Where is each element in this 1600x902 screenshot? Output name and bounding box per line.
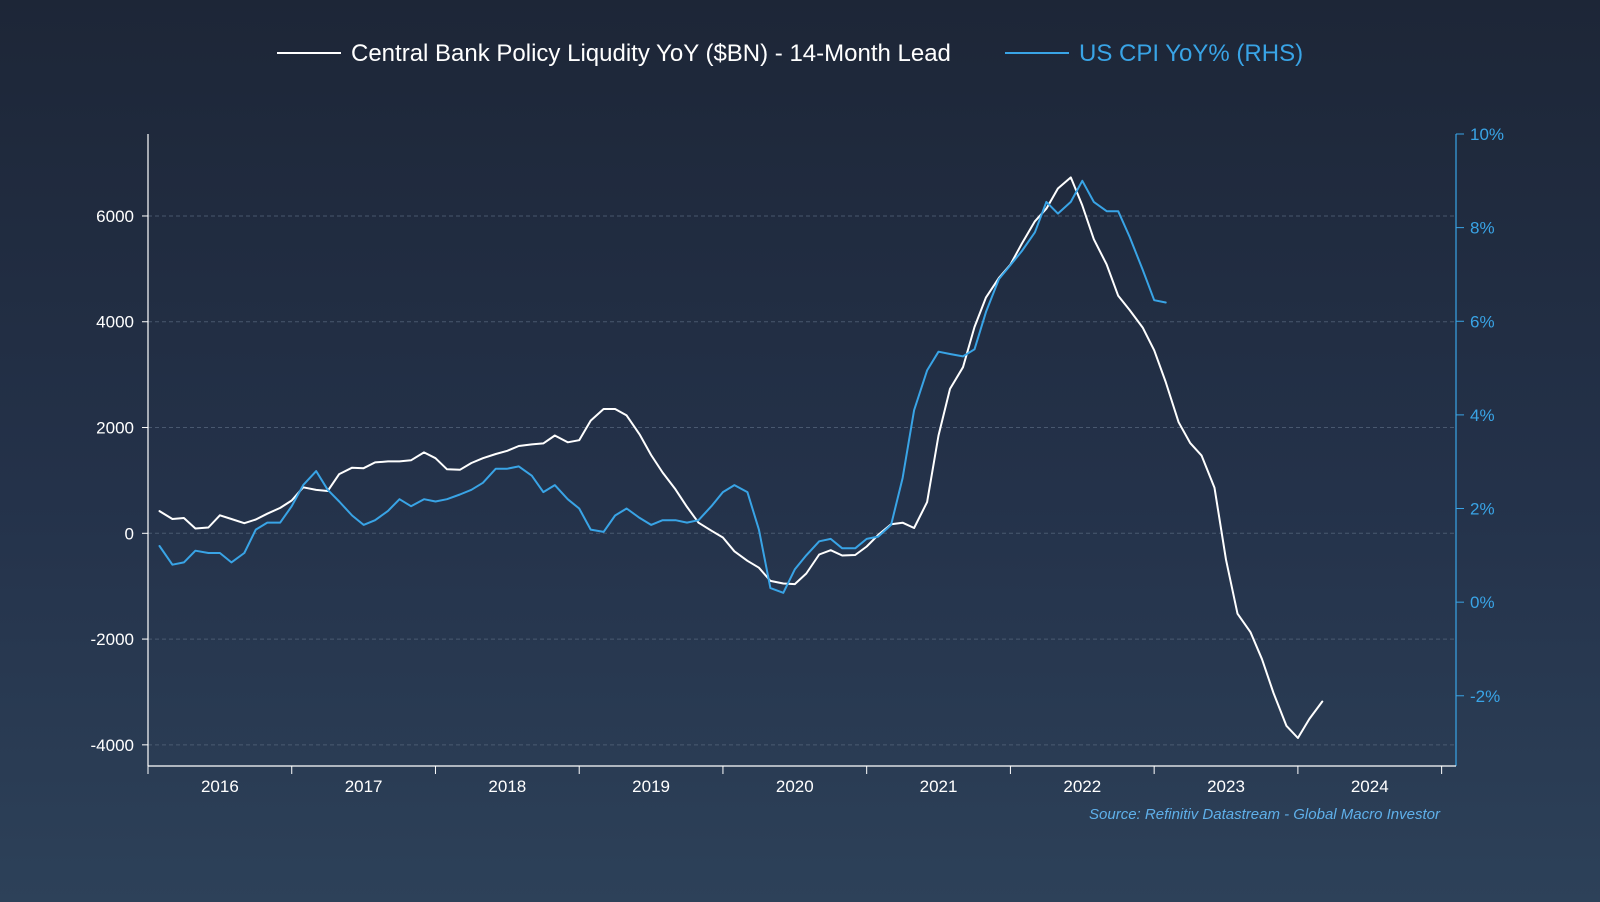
x-tick-label: 2018 [488,777,526,796]
left-tick-label: 6000 [96,207,134,226]
right-tick-label: 4% [1470,406,1495,425]
right-tick-label: 0% [1470,593,1495,612]
x-tick-label: 2022 [1063,777,1101,796]
x-tick-label: 2021 [920,777,958,796]
gridlines [148,215,1456,746]
right-tick-label: -2% [1470,687,1500,706]
right-tick-label: 2% [1470,500,1495,519]
axes [147,134,1457,767]
left-tick-label: -2000 [91,630,134,649]
right-axis-ticks: -2% 0% 2% 4% 6% 8% 10% [1456,125,1504,706]
x-tick-label: 2016 [201,777,239,796]
right-tick-label: 10% [1470,125,1504,144]
x-tick-label: 2023 [1207,777,1245,796]
x-tick-label: 2017 [345,777,383,796]
series-line-cpi [158,179,1167,594]
right-tick-label: 6% [1470,312,1495,331]
x-tick-label: 2024 [1351,777,1389,796]
legend-label-liquidity: Central Bank Policy Liqudity YoY ($BN) -… [351,40,951,67]
left-axis-ticks: -4000 -2000 0 2000 4000 6000 [91,207,148,755]
left-tick-label: 0 [125,524,134,543]
left-tick-label: -4000 [91,736,134,755]
legend: Central Bank Policy Liqudity YoY ($BN) -… [277,40,1303,67]
left-tick-label: 4000 [96,313,134,332]
x-tick-label: 2020 [776,777,814,796]
series-line-liquidity [158,176,1324,739]
right-tick-label: 8% [1470,219,1495,238]
x-tick-label: 2019 [632,777,670,796]
x-axis-ticks: 2016 2017 2018 2019 2020 2021 2022 2023 2024 [147,766,1443,796]
series-layer [158,176,1324,739]
source-note: Source: Refinitiv Datastream - Global Ma… [1089,806,1441,823]
left-tick-label: 2000 [96,419,134,438]
legend-label-cpi: US CPI YoY% (RHS) [1079,40,1303,67]
